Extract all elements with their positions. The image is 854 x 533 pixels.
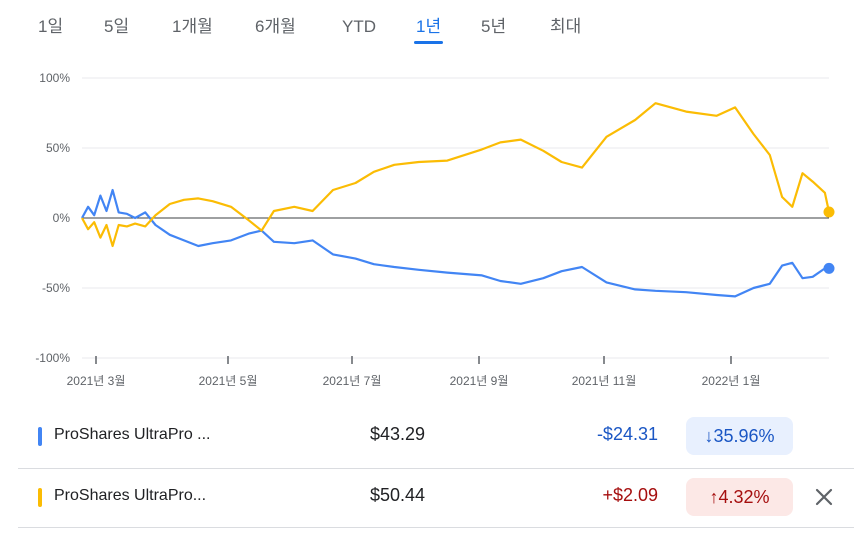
tab-1y[interactable]: 1년 [413,14,444,44]
series-line-2 [81,102,831,248]
series-end-point-2 [823,206,835,218]
percent-change-badge: ↓35.96% [686,417,793,455]
y-tick-label: 0% [53,211,71,225]
series-color-swatch [38,427,42,446]
chart-grid [82,77,829,359]
comparison-row-2[interactable]: ProShares UltraPro... $50.44 +$2.09 ↑4.3… [18,468,854,528]
y-axis: 100% 50% 0% -50% -100% [35,71,70,365]
series-line-1 [81,188,830,298]
percent-change-badge: ↑4.32% [686,478,793,516]
x-tick-label: 2021년 7월 [323,374,382,388]
x-axis: 2021년 3월 2021년 5월 2021년 7월 2021년 9월 2021년 11… [67,356,761,388]
comparison-chart[interactable]: 100%50%0%-50%-100% 2021년 3월 2021년 5월 2021년… [0,60,854,400]
comparison-row-1[interactable]: ProShares UltraPro ... $43.29 -$24.31 ↓3… [18,408,854,466]
tab-max[interactable]: 최대 [550,17,582,36]
arrow-down-icon: ↓ [704,426,714,446]
y-tick-label: -50% [42,281,70,295]
tab-ytd[interactable]: YTD [342,17,376,36]
close-icon[interactable] [810,483,838,511]
tab-1m[interactable]: 1개월 [172,17,213,36]
x-tick-label: 2021년 11월 [572,374,637,388]
tab-5y[interactable]: 5년 [481,17,507,36]
y-tick-label: -100% [35,351,70,365]
tab-6m[interactable]: 6개월 [255,17,296,36]
x-tick-label: 2021년 3월 [67,374,126,388]
security-price: $43.29 [370,424,426,444]
series-end-point-1 [823,262,835,274]
series-color-swatch [38,488,42,507]
x-tick-label: 2021년 5월 [199,374,258,388]
y-tick-label: 100% [39,71,70,85]
y-tick-label: 50% [46,141,70,155]
x-tick-label: 2022년 1월 [702,374,761,388]
percent-change-value: 35.96% [713,426,775,446]
security-name: ProShares UltraPro... [54,487,207,504]
tab-1d[interactable]: 1일 [38,17,64,36]
arrow-up-icon: ↑ [709,487,719,507]
x-tick-label: 2021년 9월 [450,374,509,388]
security-price: $50.44 [370,485,426,505]
percent-change-value: 4.32% [718,487,770,507]
tab-5d[interactable]: 5일 [104,17,130,36]
price-change: -$24.31 [596,424,658,444]
price-change: +$2.09 [602,485,658,505]
chart-series [81,102,835,298]
security-name: ProShares UltraPro ... [54,426,211,443]
time-range-tabs: 1일 5일 1개월 6개월 YTD 1년 5년 최대 [0,0,854,50]
